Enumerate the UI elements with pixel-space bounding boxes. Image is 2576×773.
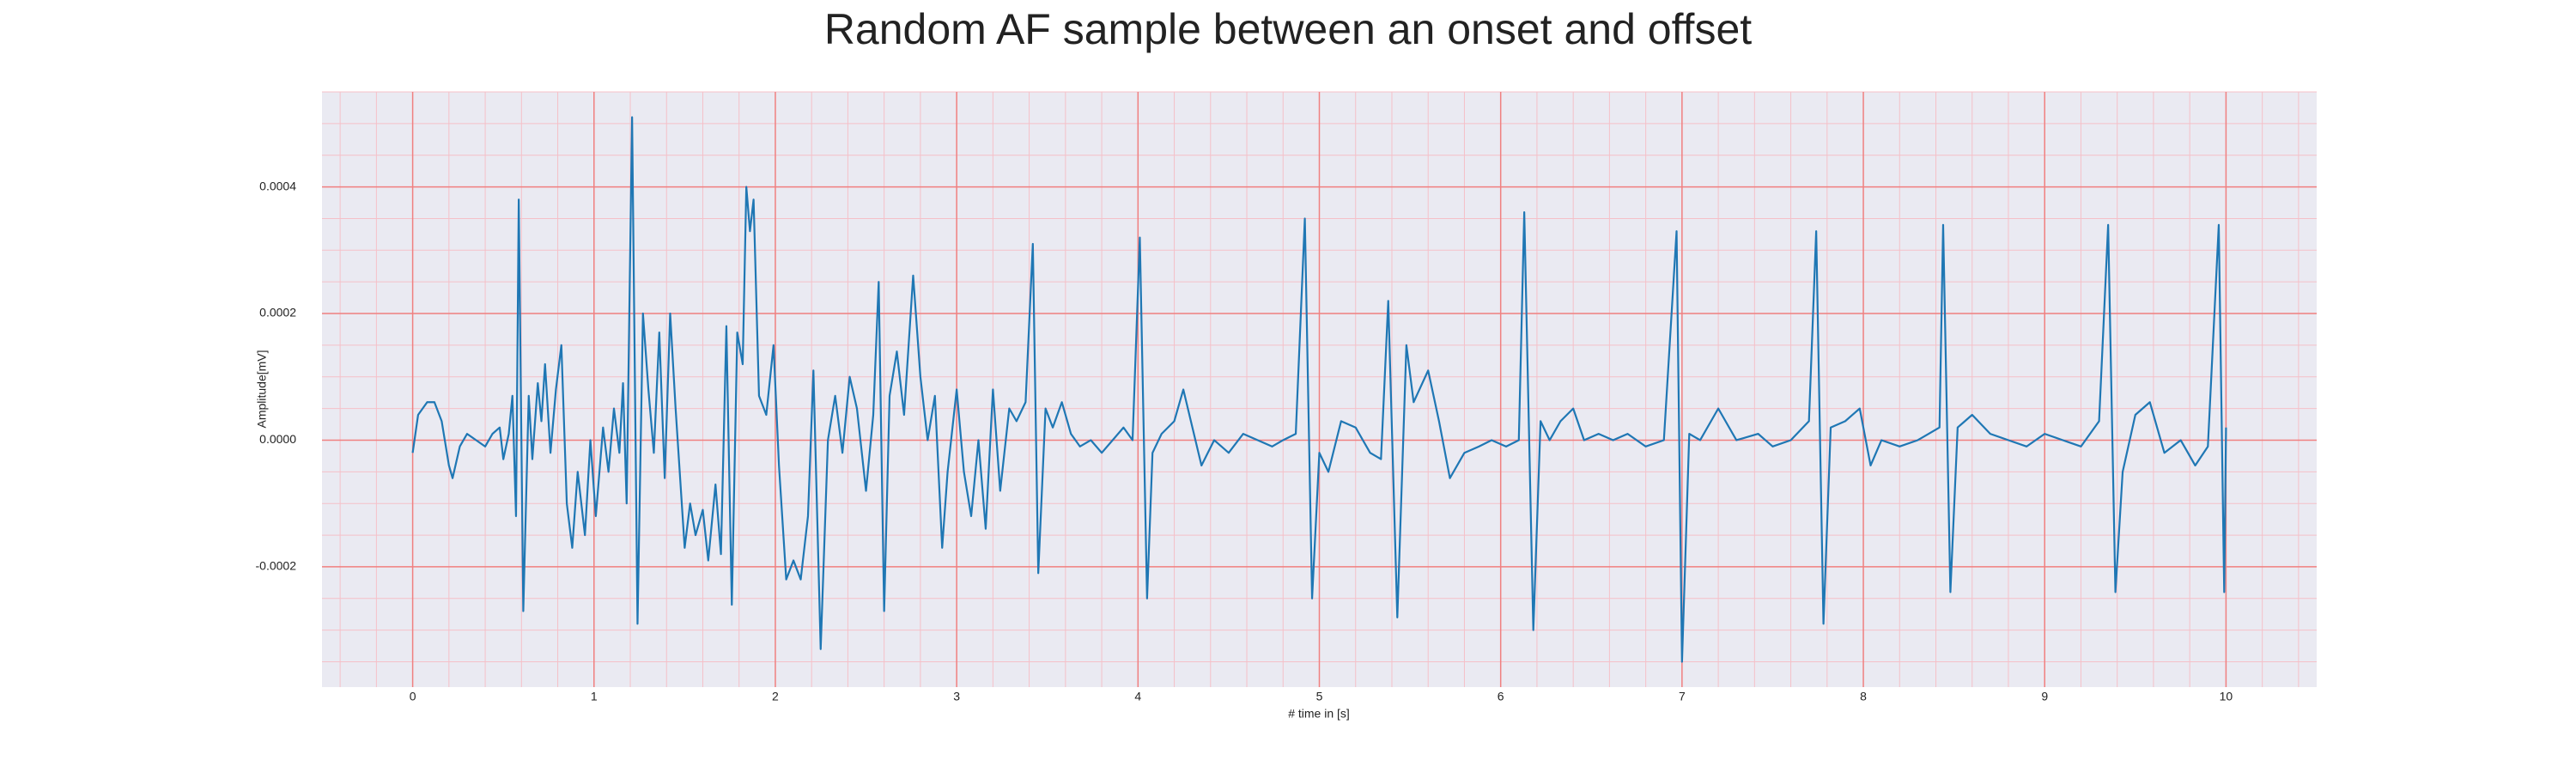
x-tick-label: 2 <box>772 690 779 703</box>
y-tick-label: 0.0000 <box>259 432 296 446</box>
y-tick-label: -0.0002 <box>256 559 297 573</box>
x-axis-label: # time in [s] <box>1288 707 1350 721</box>
x-tick-label: 3 <box>953 690 960 703</box>
y-axis-label: Amplitude[mV] <box>255 350 269 428</box>
x-tick-label: 0 <box>410 690 416 703</box>
y-tick-label: 0.0004 <box>259 179 296 192</box>
x-tick-label: 9 <box>2041 690 2048 703</box>
x-tick-label: 6 <box>1498 690 1504 703</box>
x-tick-label: 4 <box>1134 690 1141 703</box>
x-tick-label: 7 <box>1679 690 1686 703</box>
chart-title: Random AF sample between an onset and of… <box>824 5 1752 53</box>
signal-line <box>411 116 2227 663</box>
x-tick-label: 8 <box>1860 690 1867 703</box>
x-tick-label: 5 <box>1316 690 1323 703</box>
y-tick-label: 0.0002 <box>259 306 296 320</box>
x-tick-label: 10 <box>2220 690 2233 703</box>
x-tick-label: 1 <box>591 690 598 703</box>
